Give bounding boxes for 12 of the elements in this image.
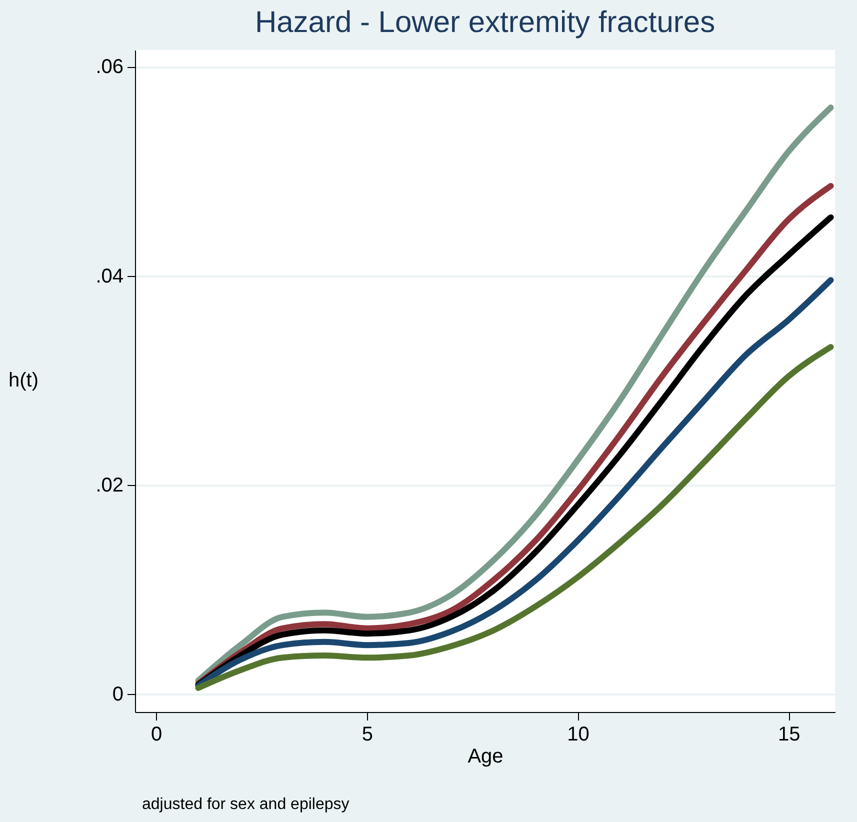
chart-title: Hazard - Lower extremity fractures xyxy=(254,6,716,39)
y-axis-title: h(t) xyxy=(8,370,38,392)
text: adjusted for sex and epilepsy xyxy=(142,796,350,814)
y-tick-label: .04 xyxy=(96,265,124,288)
x-tick-label: 0 xyxy=(151,724,162,746)
x-tick-label: 15 xyxy=(778,724,800,746)
x-tick-label: 5 xyxy=(362,724,373,746)
y-tick-label: .02 xyxy=(96,474,124,497)
x-axis-title: Age xyxy=(468,746,504,768)
x-tick-label: 10 xyxy=(567,724,590,746)
y-tick-label: 0 xyxy=(112,684,124,706)
y-tick-label: .06 xyxy=(96,56,124,78)
